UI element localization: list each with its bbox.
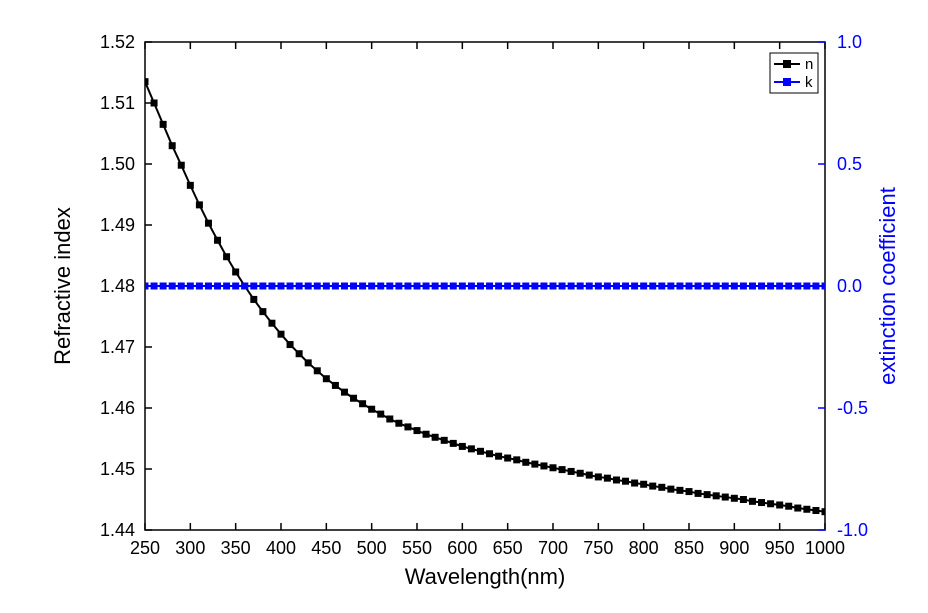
y-left-tick-label: 1.50 <box>100 154 135 174</box>
legend-label: n <box>805 56 813 73</box>
legend-marker-icon <box>783 78 791 86</box>
y-left-tick-label: 1.48 <box>100 276 135 296</box>
x-tick-label: 350 <box>221 538 251 558</box>
x-tick-label: 750 <box>583 538 613 558</box>
legend-label: k <box>805 74 813 91</box>
x-tick-label: 950 <box>765 538 795 558</box>
dispersion-chart: 250 300 350 400 450 500 550 600 650 700 750 800 850 9… <box>0 0 928 613</box>
x-tick-label: 550 <box>402 538 432 558</box>
x-tick-label: 850 <box>674 538 704 558</box>
y-right-tick-label: 0.5 <box>837 154 862 174</box>
x-tick-label: 300 <box>175 538 205 558</box>
x-tick-label: 400 <box>266 538 296 558</box>
x-tick-label: 250 <box>130 538 160 558</box>
y-left-tick-label: 1.47 <box>100 337 135 357</box>
y-left-tick-label: 1.52 <box>100 32 135 52</box>
y-right-tick-label: 1.0 <box>837 32 862 52</box>
x-tick-label: 800 <box>629 538 659 558</box>
y-right-axis-label: extinction coefficient <box>875 187 900 385</box>
y-left-tick-label: 1.49 <box>100 215 135 235</box>
y-left-tick-label: 1.51 <box>100 93 135 113</box>
x-tick-label: 650 <box>493 538 523 558</box>
y-right-tick-label: 0.0 <box>837 276 862 296</box>
y-left-tick-label: 1.45 <box>100 459 135 479</box>
x-tick-label: 600 <box>447 538 477 558</box>
y-left-tick-label: 1.46 <box>100 398 135 418</box>
y-right-tick-label: -0.5 <box>837 398 868 418</box>
chart-container: 250 300 350 400 450 500 550 600 650 700 750 800 850 9… <box>0 0 928 613</box>
x-tick-label: 1000 <box>805 538 845 558</box>
x-tick-label: 450 <box>311 538 341 558</box>
y-left-tick-label: 1.44 <box>100 520 135 540</box>
x-tick-label: 700 <box>538 538 568 558</box>
x-tick-label: 500 <box>357 538 387 558</box>
x-axis-label: Wavelength(nm) <box>405 564 566 589</box>
y-right-tick-label: -1.0 <box>837 520 868 540</box>
y-left-axis-label: Refractive index <box>50 207 75 365</box>
x-tick-label: 900 <box>719 538 749 558</box>
legend-marker-icon <box>783 60 791 68</box>
